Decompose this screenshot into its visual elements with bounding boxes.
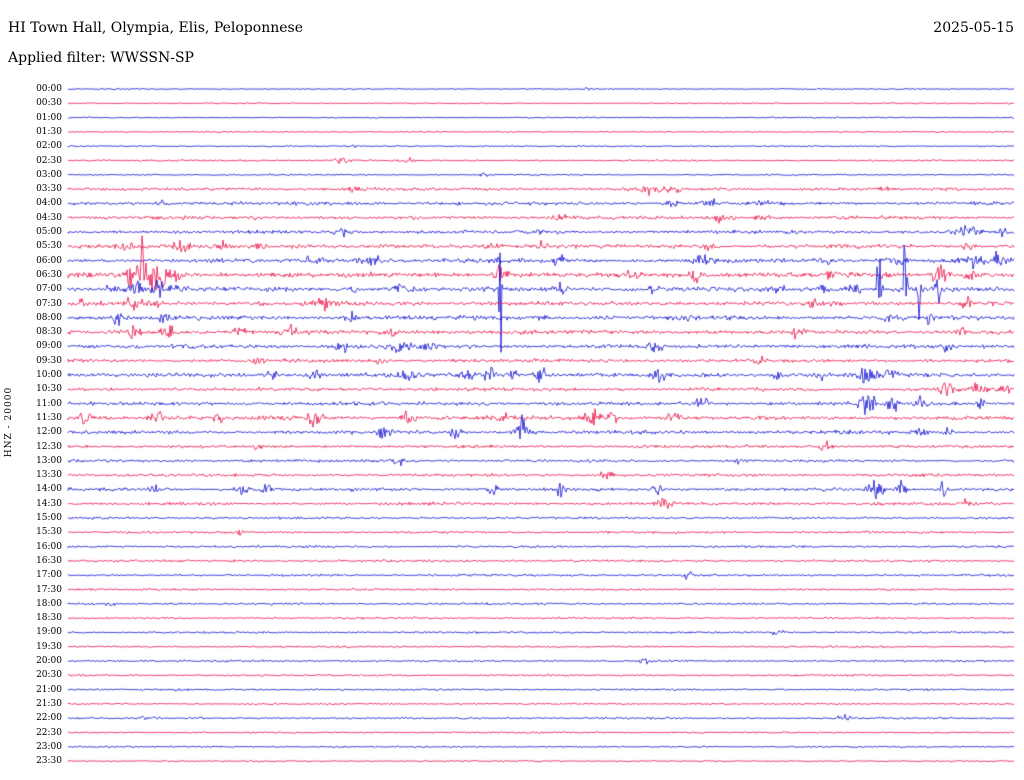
time-label: 14:30 [36,498,62,509]
time-label: 17:00 [36,570,62,581]
time-label: 11:00 [36,398,62,409]
date-label: 2025-05-15 [933,20,1014,36]
time-label: 05:00 [36,227,62,237]
time-label: 01:30 [36,126,62,137]
station-title: HI Town Hall, Olympia, Elis, Peloponnese [8,20,303,36]
time-label: 02:30 [36,155,62,166]
time-label: 19:30 [36,641,62,652]
time-label: 00:30 [36,98,62,109]
time-label: 11:30 [36,412,62,423]
time-label: 09:00 [36,341,62,352]
time-label: 04:30 [36,212,62,223]
time-label: 06:30 [36,269,62,280]
time-label: 21:30 [36,698,62,709]
time-label: 19:00 [36,627,62,638]
time-label: 23:30 [36,756,62,767]
time-label: 18:30 [36,613,62,624]
time-label: 14:00 [36,484,62,495]
time-label: 20:30 [36,670,62,681]
time-label: 03:30 [36,184,62,195]
time-label: 13:30 [36,470,62,481]
time-label: 12:00 [36,427,62,438]
time-label: 09:30 [36,355,62,366]
time-label: 07:30 [36,298,62,309]
time-label: 15:00 [36,513,62,523]
time-label: 15:30 [36,527,62,538]
time-label: 04:00 [36,198,62,209]
time-label: 01:00 [36,112,62,123]
time-label: 16:00 [36,541,62,552]
time-label: 03:00 [36,169,62,180]
time-label: 02:00 [36,141,62,152]
time-label: 06:00 [36,255,62,266]
time-label: 13:00 [36,455,62,466]
time-label: 17:30 [36,584,62,595]
filter-label: Applied filter: WWSSN-SP [8,50,194,66]
time-label: 23:00 [36,741,62,752]
time-label: 22:30 [36,727,62,738]
time-label: 20:00 [36,656,62,666]
time-label: 10:00 [36,370,62,380]
time-label: 05:30 [36,241,62,252]
time-label: 08:00 [36,312,62,323]
time-label: 22:00 [36,713,62,724]
time-label: 07:00 [36,284,62,295]
time-label: 10:30 [36,384,62,395]
time-label: 08:30 [36,327,62,338]
time-label: 00:00 [36,84,62,94]
time-label: 12:30 [36,441,62,452]
time-label: 18:00 [36,598,62,609]
time-label: 16:30 [36,555,62,566]
time-label: 21:00 [36,684,62,695]
